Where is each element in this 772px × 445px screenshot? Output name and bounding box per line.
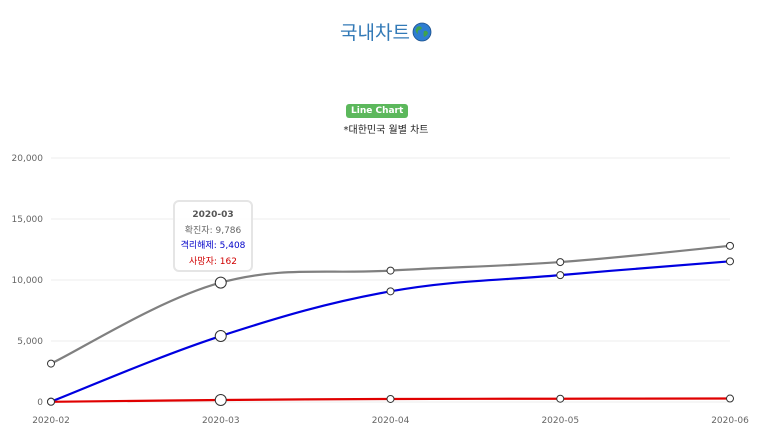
tooltip-row-confirmed: 확진자: 9,786 — [184, 225, 242, 236]
data-point-deaths — [47, 397, 55, 406]
tooltip-row-deaths: 사망자: 162 — [189, 256, 237, 267]
y-tick-label: 20,000 — [12, 154, 44, 164]
x-tick-label: 2020-06 — [711, 416, 749, 426]
data-point-released — [214, 330, 227, 343]
data-point-confirmed — [47, 359, 55, 368]
data-point-deaths — [556, 394, 565, 403]
data-point-confirmed — [556, 258, 565, 267]
chart-tooltip: 2020-03 확진자: 9,786 격리해제: 5,408 사망자: 162 — [173, 200, 253, 272]
data-point-deaths — [214, 394, 227, 407]
data-point-released — [386, 287, 395, 296]
data-point-confirmed — [214, 276, 227, 289]
tooltip-row-released: 격리해제: 5,408 — [180, 241, 246, 251]
y-tick-label: 10,000 — [12, 276, 44, 286]
globe-icon — [412, 22, 432, 42]
data-point-deaths — [726, 394, 734, 403]
data-point-deaths — [386, 394, 395, 403]
series-line-confirmed — [50, 244, 731, 365]
data-point-released — [556, 271, 565, 280]
x-tick-label: 2020-02 — [32, 416, 70, 426]
series-line-released — [50, 260, 731, 403]
y-tick-label: 5,000 — [17, 337, 43, 347]
y-tick-label: 15,000 — [12, 215, 44, 225]
x-tick-label: 2020-05 — [541, 416, 579, 426]
x-tick-label: 2020-04 — [372, 416, 410, 426]
tooltip-title: 2020-03 — [192, 210, 234, 220]
y-tick-label: 0 — [37, 398, 43, 408]
data-point-confirmed — [726, 241, 734, 250]
data-point-released — [726, 257, 734, 266]
data-point-confirmed — [386, 266, 395, 275]
chart-type-badge: Line Chart — [346, 104, 409, 118]
chart-subtitle: *대한민국 월별 차트 — [343, 125, 429, 136]
page-title: 국내차트 — [0, 18, 772, 45]
x-tick-label: 2020-03 — [202, 416, 240, 426]
page-title-text: 국내차트 — [340, 22, 410, 44]
